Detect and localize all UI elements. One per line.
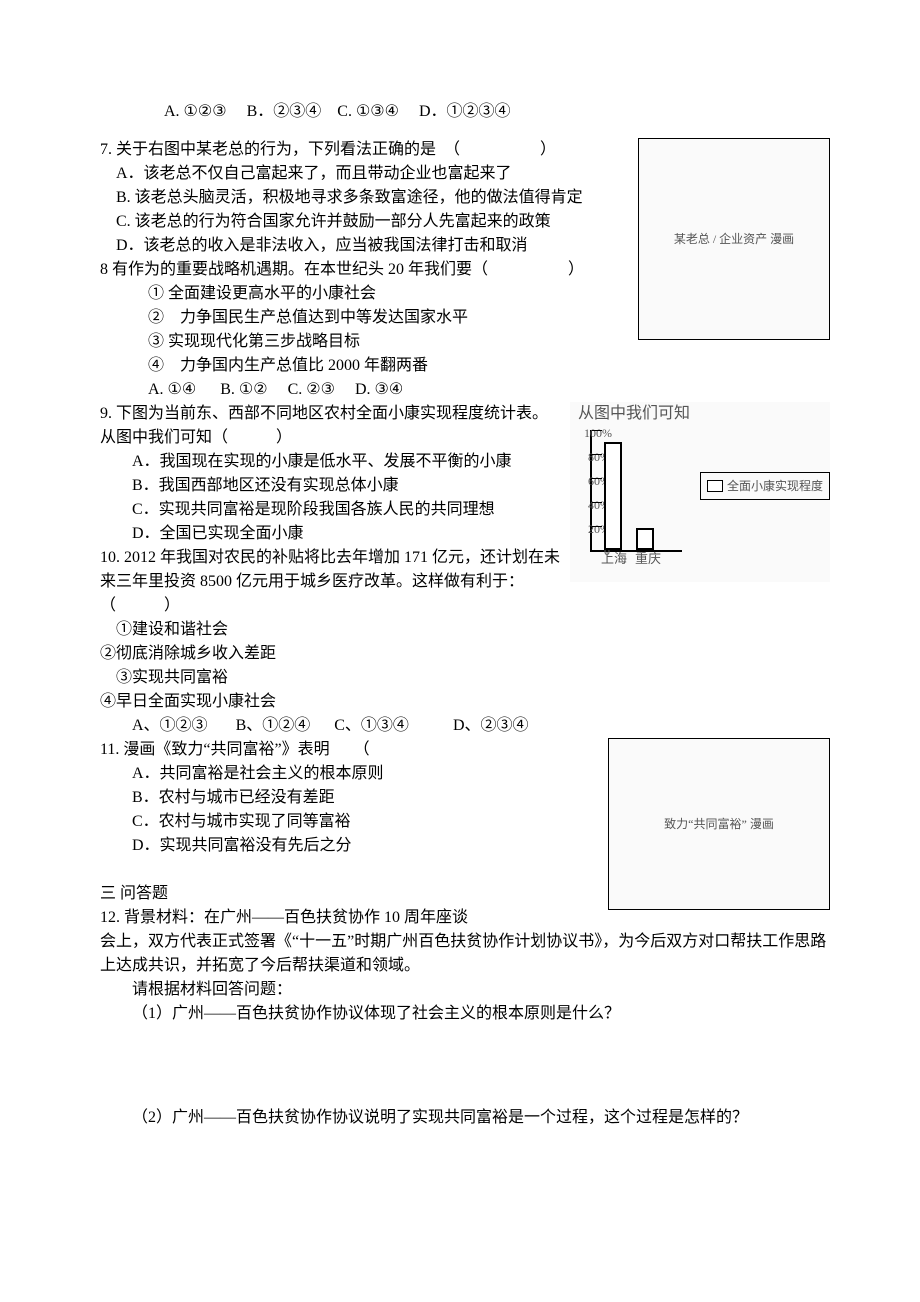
q6-option-d: D．①②③④ bbox=[419, 100, 511, 124]
q8-options: A. ①④ B. ①② C. ②③ D. ③④ bbox=[100, 378, 830, 402]
q10-item-3: ③实现共同富裕 bbox=[100, 666, 830, 690]
q11-image-placeholder: 致力“共同富裕” 漫画 bbox=[664, 815, 774, 833]
q9-chart-legend: 全面小康实现程度 bbox=[700, 472, 830, 500]
q8-option-d: D. ③④ bbox=[355, 378, 403, 402]
q11-cartoon-image: 致力“共同富裕” 漫画 bbox=[608, 738, 830, 910]
q12-prompt: 请根据材料回答问题： bbox=[100, 978, 830, 1002]
q9-bar-chongqing bbox=[636, 528, 654, 550]
q10-item-1: ①建设和谐社会 bbox=[100, 618, 830, 642]
q12-sub2: （2）广州——百色扶贫协作协议说明了实现共同富裕是一个过程，这个过程是怎样的？ bbox=[100, 1106, 830, 1130]
q10-item-2: ②彻底消除城乡收入差距 bbox=[100, 642, 830, 666]
q10-option-a: A、①②③ bbox=[132, 714, 208, 738]
q7-cartoon-image: 某老总 / 企业资产 漫画 bbox=[638, 138, 830, 340]
q9-ylab-100: 100% bbox=[584, 424, 610, 442]
q8-item-4: ④ 力争国内生产总值比 2000 年翻两番 bbox=[100, 354, 830, 378]
q7-image-placeholder: 某老总 / 企业资产 漫画 bbox=[674, 230, 794, 248]
q10-option-b: B、①②④ bbox=[236, 714, 311, 738]
q6-option-b: B．②③④ bbox=[247, 100, 322, 124]
q10-item-4: ④早日全面实现小康社会 bbox=[100, 690, 830, 714]
q7-block: 某老总 / 企业资产 漫画 7. 关于右图中某老总的行为，下列看法正确的是 （ … bbox=[100, 138, 830, 402]
q9-chart: 从图中我们可知 100% 80% 60% 40% 20% 0 上海 重庆 bbox=[570, 402, 830, 582]
q8-option-c: C. ②③ bbox=[288, 378, 335, 402]
q9-legend-label: 全面小康实现程度 bbox=[727, 477, 823, 495]
q6-option-c: C. ①③④ bbox=[337, 100, 399, 124]
q9-legend-swatch bbox=[707, 480, 723, 492]
q10-option-c: C、①③④ bbox=[334, 714, 409, 738]
q9-chart-plot: 100% 80% 60% 40% 20% 0 上海 重庆 bbox=[590, 430, 682, 552]
q6-options: A. ①②③ B．②③④ C. ①③④ D．①②③④ bbox=[100, 100, 830, 124]
q10-options: A、①②③ B、①②④ C、①③④ D、②③④ bbox=[100, 714, 830, 738]
q8-option-a: A. ①④ bbox=[148, 378, 196, 402]
q10-option-d: D、②③④ bbox=[453, 714, 529, 738]
q9-bar-shanghai bbox=[604, 442, 622, 550]
q9-xlab-chongqing: 重庆 bbox=[628, 549, 668, 569]
q12-sub1: （1）广州——百色扶贫协作协议体现了社会主义的根本原则是什么？ bbox=[100, 1002, 830, 1026]
q6-option-a: A. ①②③ bbox=[164, 100, 227, 124]
q9-chart-title: 从图中我们可知 bbox=[570, 402, 830, 426]
q8-option-b: B. ①② bbox=[220, 378, 267, 402]
q12-stem-line2: 会上，双方代表正式签署《“十一五”时期广州百色扶贫协作计划协议书》，为今后双方对… bbox=[100, 930, 830, 978]
q11-block: 致力“共同富裕” 漫画 11. 漫画《致力“共同富裕”》表明 （ A．共同富裕是… bbox=[100, 738, 830, 858]
q9-block: 从图中我们可知 100% 80% 60% 40% 20% 0 上海 重庆 bbox=[100, 402, 830, 738]
